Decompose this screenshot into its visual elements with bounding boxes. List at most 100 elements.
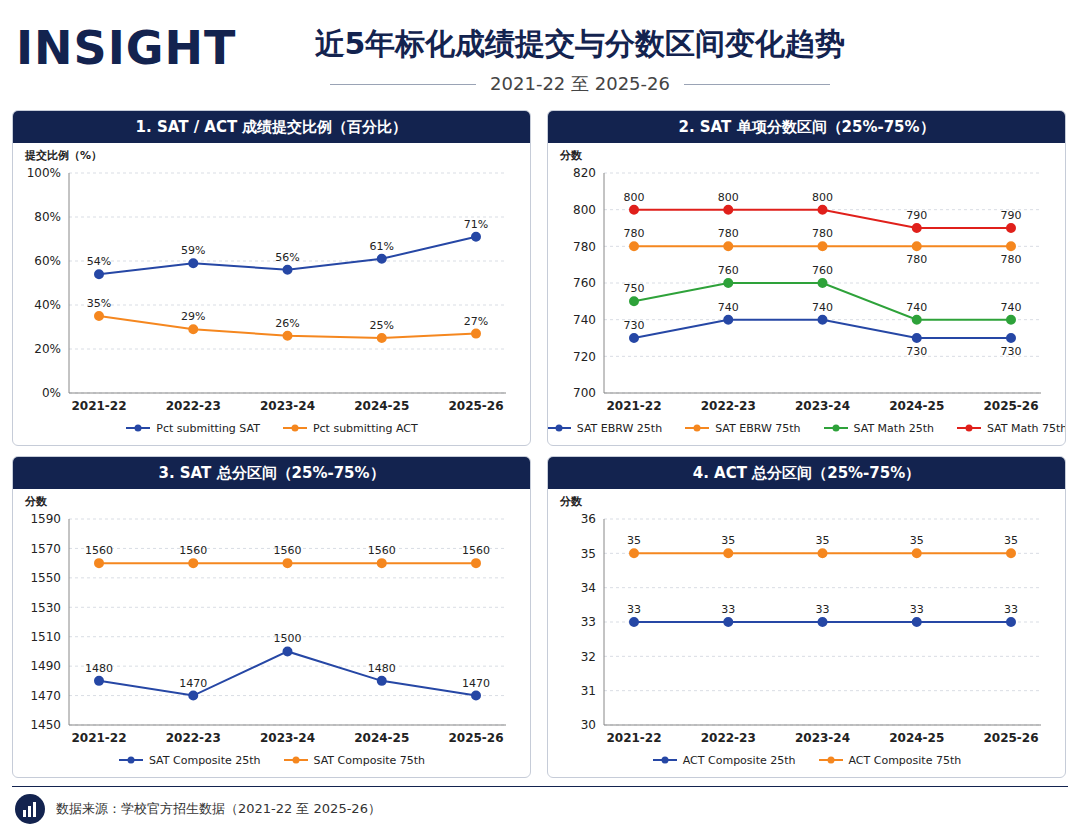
svg-text:800: 800 <box>718 191 739 204</box>
svg-text:1510: 1510 <box>30 630 61 644</box>
svg-text:35: 35 <box>627 534 641 547</box>
svg-text:820: 820 <box>573 166 596 180</box>
svg-text:35: 35 <box>1004 534 1018 547</box>
svg-text:33: 33 <box>581 615 596 629</box>
svg-text:1450: 1450 <box>30 718 61 732</box>
svg-text:1560: 1560 <box>274 544 302 557</box>
svg-text:2024-25: 2024-25 <box>889 731 944 745</box>
svg-text:750: 750 <box>624 282 645 295</box>
svg-text:1560: 1560 <box>179 544 207 557</box>
svg-text:35: 35 <box>581 547 596 561</box>
svg-text:730: 730 <box>624 319 645 332</box>
svg-text:20%: 20% <box>34 342 61 356</box>
svg-text:33: 33 <box>910 603 924 616</box>
svg-text:2024-25: 2024-25 <box>354 731 409 745</box>
svg-text:800: 800 <box>812 191 833 204</box>
svg-text:740: 740 <box>1001 301 1022 314</box>
svg-text:740: 740 <box>906 301 927 314</box>
svg-text:2023-24: 2023-24 <box>795 731 850 745</box>
svg-text:2025-26: 2025-26 <box>983 399 1038 413</box>
svg-text:2023-24: 2023-24 <box>795 399 850 413</box>
svg-text:730: 730 <box>906 345 927 358</box>
svg-text:100%: 100% <box>27 166 61 180</box>
svg-text:36: 36 <box>581 512 596 526</box>
svg-text:2022-23: 2022-23 <box>166 731 221 745</box>
svg-text:2021-22: 2021-22 <box>71 731 126 745</box>
svg-text:0%: 0% <box>42 386 61 400</box>
svg-text:33: 33 <box>627 603 641 616</box>
html-text:近5年标化成绩提交与分数区间变化趋势: 近5年标化成绩提交与分数区间变化趋势 <box>314 26 846 61</box>
svg-text:2021-22: 2021-22 <box>71 399 126 413</box>
svg-text:780: 780 <box>573 240 596 254</box>
svg-text:760: 760 <box>573 276 596 290</box>
svg-text:1470: 1470 <box>179 677 207 690</box>
svg-text:26%: 26% <box>275 317 299 330</box>
svg-text:2021-22: 2021-22 <box>606 399 661 413</box>
svg-text:33: 33 <box>1004 603 1018 616</box>
svg-text:790: 790 <box>906 209 927 222</box>
svg-text:800: 800 <box>573 203 596 217</box>
svg-text:1480: 1480 <box>85 662 113 675</box>
svg-text:1480: 1480 <box>368 662 396 675</box>
svg-text:56%: 56% <box>275 251 299 264</box>
svg-text:780: 780 <box>624 227 645 240</box>
svg-text:1570: 1570 <box>30 542 61 556</box>
svg-text:54%: 54% <box>87 255 111 268</box>
svg-text:1470: 1470 <box>30 689 61 703</box>
svg-text:35: 35 <box>721 534 735 547</box>
svg-text:32: 32 <box>581 650 596 664</box>
svg-text:30: 30 <box>581 718 596 732</box>
svg-text:2023-24: 2023-24 <box>260 731 315 745</box>
svg-text:27%: 27% <box>464 315 488 328</box>
svg-text:2025-26: 2025-26 <box>448 731 503 745</box>
svg-text:720: 720 <box>573 350 596 364</box>
svg-text:780: 780 <box>812 227 833 240</box>
svg-text:780: 780 <box>718 227 739 240</box>
svg-text:1490: 1490 <box>30 659 61 673</box>
svg-text:71%: 71% <box>464 218 488 231</box>
svg-text:2022-23: 2022-23 <box>166 399 221 413</box>
svg-text:2023-24: 2023-24 <box>260 399 315 413</box>
svg-text:35: 35 <box>910 534 924 547</box>
svg-text:740: 740 <box>718 301 739 314</box>
svg-text:61%: 61% <box>370 240 394 253</box>
svg-text:760: 760 <box>718 264 739 277</box>
svg-text:1470: 1470 <box>462 677 490 690</box>
svg-text:34: 34 <box>581 581 596 595</box>
svg-text:2022-23: 2022-23 <box>701 731 756 745</box>
svg-text:790: 790 <box>1001 209 1022 222</box>
svg-text:800: 800 <box>624 191 645 204</box>
svg-text:760: 760 <box>812 264 833 277</box>
svg-text:780: 780 <box>1001 253 1022 266</box>
svg-text:730: 730 <box>1001 345 1022 358</box>
svg-text:35%: 35% <box>87 297 111 310</box>
svg-text:700: 700 <box>573 386 596 400</box>
svg-text:1560: 1560 <box>368 544 396 557</box>
svg-text:33: 33 <box>721 603 735 616</box>
svg-text:1550: 1550 <box>30 571 61 585</box>
svg-text:2025-26: 2025-26 <box>448 399 503 413</box>
html-text:INSIGHT: INSIGHT <box>16 21 237 75</box>
svg-text:2024-25: 2024-25 <box>354 399 409 413</box>
svg-text:2021-22: 2021-22 <box>606 731 661 745</box>
svg-text:1560: 1560 <box>85 544 113 557</box>
svg-text:740: 740 <box>812 301 833 314</box>
svg-text:33: 33 <box>816 603 830 616</box>
svg-text:80%: 80% <box>34 210 61 224</box>
svg-text:740: 740 <box>573 313 596 327</box>
svg-text:60%: 60% <box>34 254 61 268</box>
svg-text:1500: 1500 <box>274 632 302 645</box>
svg-text:25%: 25% <box>370 319 394 332</box>
svg-text:2025-26: 2025-26 <box>983 731 1038 745</box>
svg-text:29%: 29% <box>181 310 205 323</box>
svg-text:1530: 1530 <box>30 601 61 615</box>
svg-text:40%: 40% <box>34 298 61 312</box>
svg-text:59%: 59% <box>181 244 205 257</box>
svg-text:31: 31 <box>581 684 596 698</box>
svg-text:1590: 1590 <box>30 512 61 526</box>
svg-text:780: 780 <box>906 253 927 266</box>
svg-text:2022-23: 2022-23 <box>701 399 756 413</box>
svg-text:1560: 1560 <box>462 544 490 557</box>
svg-text:2024-25: 2024-25 <box>889 399 944 413</box>
svg-text:35: 35 <box>816 534 830 547</box>
